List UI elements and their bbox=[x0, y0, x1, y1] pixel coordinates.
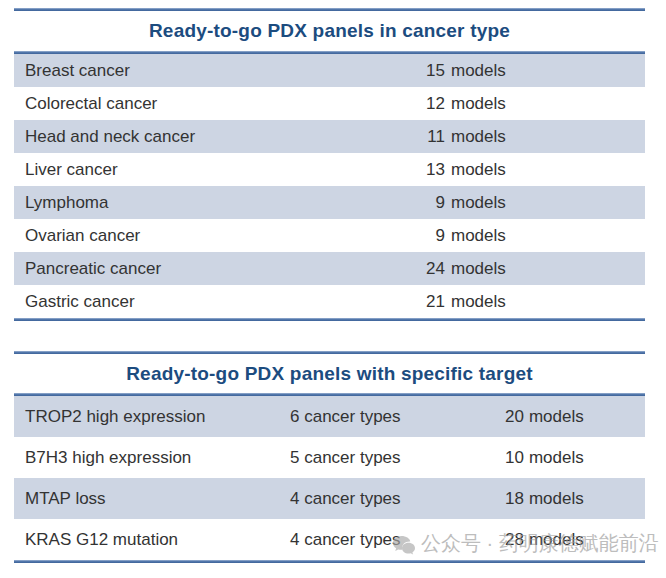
row-label: Lymphoma bbox=[25, 193, 421, 213]
watermark: 公众号 · 药明康德赋能前沿 bbox=[392, 530, 659, 557]
row-unit: models bbox=[529, 489, 584, 508]
divider-line bbox=[14, 318, 645, 321]
row-unit: models bbox=[451, 259, 645, 279]
row-cancer-types: 4 cancer types bbox=[290, 489, 505, 509]
wechat-icon bbox=[392, 535, 416, 557]
row-count: 15 bbox=[421, 61, 445, 81]
row-count: 13 bbox=[421, 160, 445, 180]
table-row: Pancreatic cancer 24 models bbox=[14, 252, 645, 285]
row-unit: models bbox=[529, 407, 584, 426]
divider-line bbox=[14, 560, 645, 563]
row-label: Liver cancer bbox=[25, 160, 421, 180]
table-title: Ready-to-go PDX panels in cancer type bbox=[14, 11, 645, 51]
table-row: Lymphoma 9 models bbox=[14, 186, 645, 219]
table-title: Ready-to-go PDX panels with specific tar… bbox=[14, 354, 645, 393]
row-unit: models bbox=[451, 160, 645, 180]
table-row: Ovarian cancer 9 models bbox=[14, 219, 645, 252]
row-unit: models bbox=[451, 292, 645, 312]
table-row: Gastric cancer 21 models bbox=[14, 285, 645, 318]
watermark-text: 公众号 · 药明康德赋能前沿 bbox=[421, 530, 659, 557]
row-label: Head and neck cancer bbox=[25, 127, 421, 147]
row-label: Breast cancer bbox=[25, 61, 421, 81]
row-unit: models bbox=[451, 94, 645, 114]
row-count: 21 bbox=[421, 292, 445, 312]
table-row: Head and neck cancer 11 models bbox=[14, 120, 645, 153]
row-cancer-types: 6 cancer types bbox=[290, 407, 505, 427]
row-unit: models bbox=[451, 193, 645, 213]
row-count: 12 bbox=[421, 94, 445, 114]
row-unit: models bbox=[529, 448, 584, 467]
row-count: 24 bbox=[421, 259, 445, 279]
table-row: Liver cancer 13 models bbox=[14, 153, 645, 186]
row-label: Ovarian cancer bbox=[25, 226, 421, 246]
row-label: Pancreatic cancer bbox=[25, 259, 421, 279]
row-unit: models bbox=[451, 226, 645, 246]
row-label: KRAS G12 mutation bbox=[25, 530, 290, 550]
row-label: B7H3 high expression bbox=[25, 448, 290, 468]
row-models: 20 models bbox=[505, 407, 645, 427]
row-count: 10 bbox=[505, 448, 524, 467]
table-row: Breast cancer 15 models bbox=[14, 54, 645, 87]
row-label: TROP2 high expression bbox=[25, 407, 290, 427]
table-body: Breast cancer 15 models Colorectal cance… bbox=[14, 54, 645, 318]
table-row: TROP2 high expression 6 cancer types 20 m… bbox=[14, 396, 645, 437]
table-row: MTAP loss 4 cancer types 18 models bbox=[14, 478, 645, 519]
row-count: 9 bbox=[421, 193, 445, 213]
row-count: 20 bbox=[505, 407, 524, 426]
table-row: Colorectal cancer 12 models bbox=[14, 87, 645, 120]
row-cancer-types: 5 cancer types bbox=[290, 448, 505, 468]
table-row: B7H3 high expression 5 cancer types 10 mo… bbox=[14, 437, 645, 478]
pdx-cancer-type-table: Ready-to-go PDX panels in cancer type Br… bbox=[14, 8, 645, 321]
row-count: 9 bbox=[421, 226, 445, 246]
row-models: 18 models bbox=[505, 489, 645, 509]
row-label: Colorectal cancer bbox=[25, 94, 421, 114]
row-unit: models bbox=[451, 61, 645, 81]
row-label: MTAP loss bbox=[25, 489, 290, 509]
row-count: 18 bbox=[505, 489, 524, 508]
row-models: 10 models bbox=[505, 448, 645, 468]
row-label: Gastric cancer bbox=[25, 292, 421, 312]
row-unit: models bbox=[451, 127, 645, 147]
row-count: 11 bbox=[421, 127, 445, 147]
